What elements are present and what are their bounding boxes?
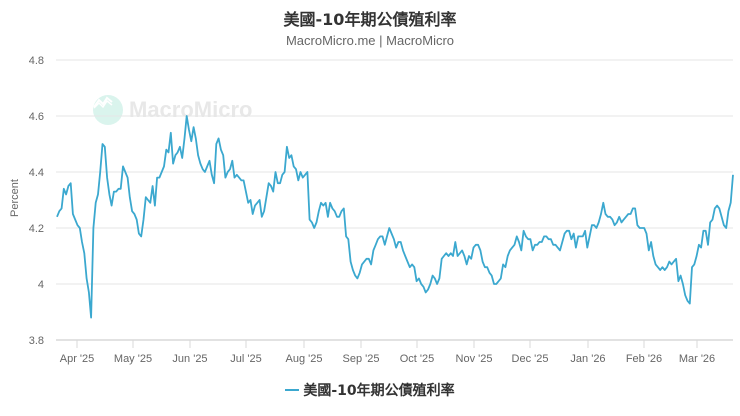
y-tick-label: 4.4 [29, 167, 44, 179]
legend-item[interactable]: 美國-10年期公債殖利率 [0, 380, 740, 400]
x-tick-label: Jul '25 [230, 353, 261, 365]
x-tick-label: Aug '25 [286, 353, 323, 365]
y-tick-label: 4.2 [29, 223, 44, 235]
legend-swatch [285, 389, 300, 391]
legend-label: 美國-10年期公債殖利率 [303, 383, 455, 399]
y-axis-label: Percent [8, 179, 21, 217]
y-tick-label: 4 [38, 279, 44, 291]
x-tick-label: May '25 [114, 353, 152, 365]
series-line[interactable] [56, 115, 734, 319]
y-tick-label: 4.6 [29, 111, 44, 123]
chart-title: 美國-10年期公債殖利率 [283, 10, 457, 29]
y-tick-label: 4.8 [29, 55, 44, 67]
x-tick-label: Jun '25 [172, 353, 207, 365]
y-tick-label: 3.8 [29, 335, 44, 347]
chart-trend-icon [93, 95, 123, 125]
watermark-text: MacroMicro [129, 97, 253, 122]
x-tick-label: Dec '25 [512, 353, 549, 365]
watermark: MacroMicro [93, 95, 252, 125]
x-tick-label: Jan '26 [570, 353, 605, 365]
x-tick-label: Mar '26 [679, 353, 715, 365]
chart-subtitle: MacroMicro.me | MacroMicro [285, 33, 455, 48]
x-tick-label: Sep '25 [343, 353, 380, 365]
x-tick-label: Oct '25 [400, 353, 435, 365]
x-tick-label: Feb '26 [626, 353, 662, 365]
x-tick-label: Nov '25 [456, 353, 493, 365]
x-tick-label: Apr '25 [60, 353, 95, 365]
